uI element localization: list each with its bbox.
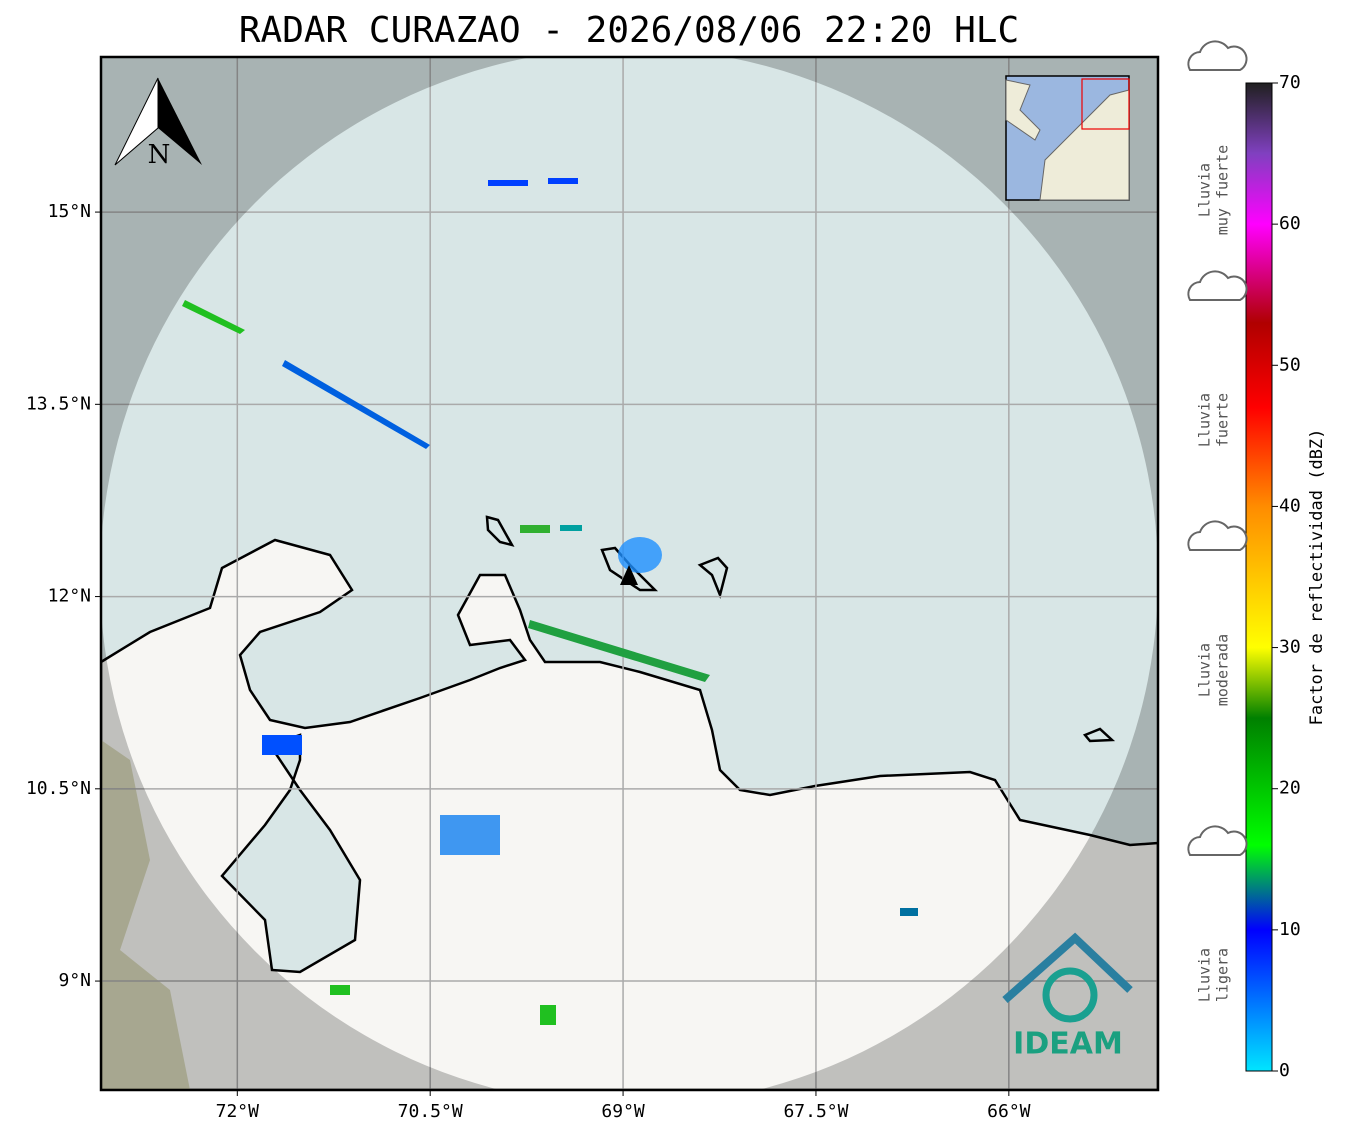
colorbar-tick-label: 40 — [1279, 495, 1301, 516]
category-label: Lluvia — [1196, 163, 1214, 217]
bonaire — [697, 556, 729, 600]
north-arrow: N — [114, 77, 202, 170]
rain-icon — [1187, 40, 1248, 71]
rain-icon — [1187, 270, 1248, 301]
land — [101, 538, 1158, 1090]
colorbar — [1245, 82, 1273, 1072]
rain-icon — [1187, 520, 1248, 551]
y-tick-label: 10.5°N — [26, 778, 91, 799]
category-label: fuerte — [1214, 393, 1232, 447]
colorbar-tick-label: 0 — [1279, 1060, 1290, 1081]
colombia-relief — [101, 740, 190, 1090]
echo — [330, 985, 350, 995]
category-label: Lluvia — [1196, 643, 1214, 697]
aruba — [485, 515, 515, 547]
rain-icon — [1187, 825, 1248, 856]
logo-text: IDEAM — [1013, 1027, 1123, 1062]
echo — [440, 815, 500, 855]
x-tick-label: 69°W — [601, 1101, 645, 1122]
category-label: ligera — [1214, 948, 1232, 1002]
north-label: N — [148, 140, 171, 170]
echo — [488, 180, 528, 186]
y-tick-label: 15°N — [48, 201, 91, 222]
echo — [618, 537, 662, 573]
radar-site — [620, 565, 638, 585]
echo — [548, 178, 578, 184]
colorbar-label: Factor de reflectividad (dBZ) — [1307, 429, 1327, 726]
echo — [262, 735, 302, 755]
echo — [182, 300, 245, 334]
echo — [900, 908, 918, 916]
lake-maracaibo — [220, 733, 362, 974]
y-tick-label: 9°N — [58, 970, 91, 991]
echo — [540, 1005, 556, 1025]
colorbar-tick-label: 50 — [1279, 354, 1301, 375]
x-tick-label: 66°W — [987, 1101, 1031, 1122]
echo — [282, 360, 430, 449]
grid — [101, 57, 1158, 1090]
category-label: moderada — [1214, 634, 1232, 706]
category-label: Lluvia — [1196, 393, 1214, 447]
map: N IDEAM — [101, 57, 1158, 1090]
echo — [528, 620, 710, 682]
island — [1082, 727, 1116, 743]
colorbar-tick-label: 30 — [1279, 637, 1301, 658]
colorbar-tick-label: 60 — [1279, 213, 1301, 234]
echoes — [182, 178, 918, 1025]
title: RADAR CURAZAO - 2026/08/06 22:20 HLC — [239, 10, 1019, 51]
colorbar-tick-label: 10 — [1279, 919, 1301, 940]
x-tick-label: 70.5°W — [398, 1101, 463, 1122]
x-tick-label: 67.5°W — [783, 1101, 848, 1122]
x-tick-label: 72°W — [216, 1101, 260, 1122]
logo: IDEAM — [1002, 932, 1133, 1062]
colorbar-tick-label: 70 — [1279, 72, 1301, 93]
map-frame — [99, 55, 1160, 1092]
colorbar-tick-label: 20 — [1279, 778, 1301, 799]
category-label: Lluvia — [1196, 948, 1214, 1002]
inset — [1005, 75, 1130, 201]
category-label: muy fuerte — [1214, 145, 1232, 235]
echo — [520, 525, 550, 533]
y-tick-label: 12°N — [48, 586, 91, 607]
y-tick-label: 13.5°N — [26, 393, 91, 414]
echo — [560, 525, 582, 531]
